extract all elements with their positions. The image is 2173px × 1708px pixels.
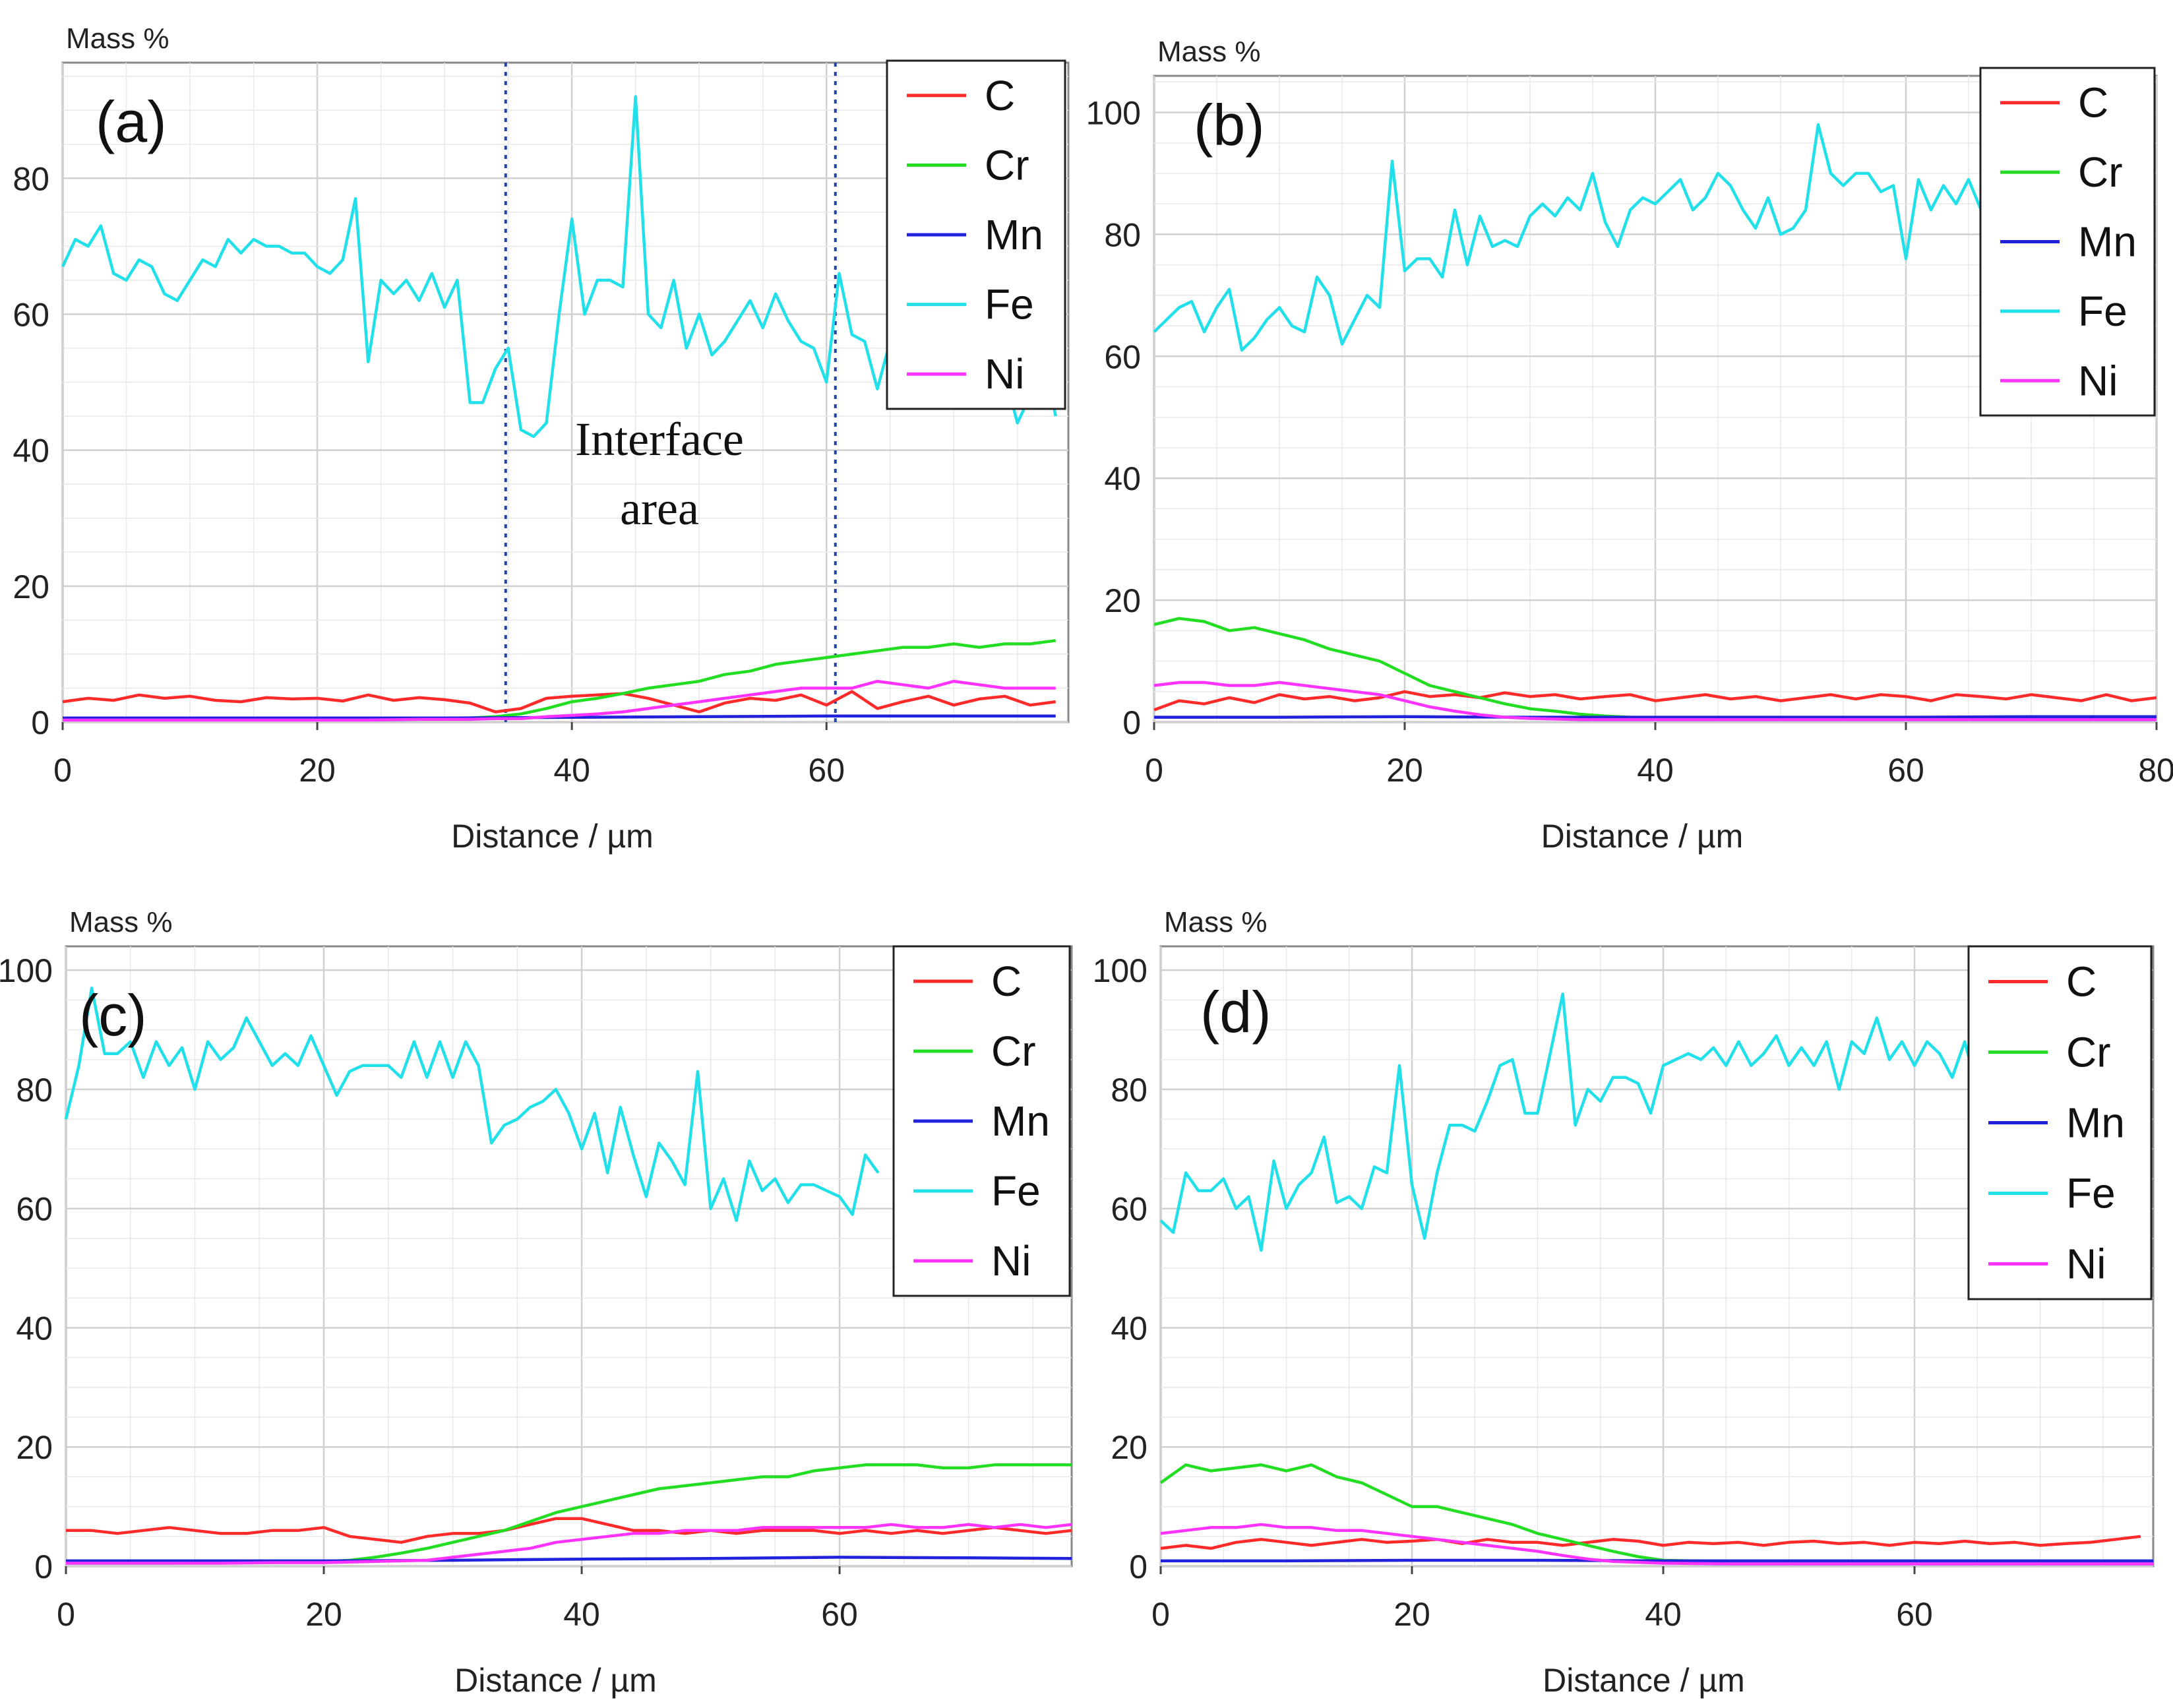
x-tick-label: 0 — [1151, 1596, 1170, 1633]
x-tick-label: 20 — [305, 1596, 342, 1633]
y-tick-label: 80 — [1104, 216, 1141, 253]
x-tick-label: 60 — [808, 752, 845, 789]
y-tick-label: 100 — [0, 952, 53, 989]
legend-label: Cr — [2078, 148, 2123, 196]
series-line-ni — [63, 679, 1056, 722]
y-tick-label: 20 — [1104, 582, 1141, 619]
y-tick-label: 100 — [1086, 94, 1141, 131]
y-tick-label: 40 — [13, 433, 49, 470]
x-axis-title: Distance / µm — [1543, 1662, 1745, 1699]
y-tick-label: 0 — [1122, 704, 1141, 741]
y-axis-title: Mass % — [1164, 906, 1267, 938]
legend-label: Cr — [991, 1027, 1036, 1075]
y-tick-label: 60 — [1104, 338, 1141, 375]
legend-label: Ni — [2066, 1240, 2106, 1288]
y-tick-label: 40 — [16, 1310, 53, 1347]
legend-label: Fe — [991, 1167, 1041, 1215]
y-tick-label: 40 — [1104, 460, 1141, 497]
legend: C Cr Mn Fe Ni — [1967, 945, 2153, 1300]
x-tick-label: 20 — [1386, 752, 1423, 789]
x-tick-label: 40 — [563, 1596, 600, 1633]
series-line-mn — [1161, 1558, 2153, 1563]
x-tick-label: 60 — [1887, 752, 1924, 789]
legend-label: C — [2066, 958, 2096, 1006]
legend-label: C — [985, 72, 1015, 119]
y-tick-label: 60 — [1111, 1191, 1148, 1228]
interface-area-annotation: Interface — [575, 413, 744, 466]
panel-label: (a) — [96, 89, 167, 154]
x-tick-label: 0 — [57, 1596, 75, 1633]
y-tick-label: 60 — [13, 296, 49, 333]
legend: C Cr Mn Fe Ni — [886, 59, 1066, 410]
series-line-ni — [66, 1523, 1072, 1565]
panel-label: (c) — [79, 983, 147, 1048]
legend-label: Cr — [985, 141, 1029, 189]
series-line-fe — [1153, 123, 2021, 352]
x-axis-title: Distance / µm — [1541, 818, 1744, 855]
x-tick-label: 0 — [53, 752, 72, 789]
legend-label: Mn — [985, 211, 1043, 259]
y-tick-label: 0 — [1129, 1548, 1148, 1585]
legend: C Cr Mn Fe Ni — [1979, 67, 2156, 417]
y-axis-title: Mass % — [66, 22, 169, 55]
y-tick-label: 80 — [1111, 1072, 1148, 1109]
panel-label: (d) — [1200, 979, 1271, 1045]
y-tick-label: 0 — [31, 704, 49, 741]
legend-label: Fe — [2066, 1170, 2116, 1217]
legend-label: C — [2078, 79, 2108, 127]
y-axis-title: Mass % — [1157, 36, 1260, 68]
y-tick-label: 20 — [13, 568, 49, 605]
series-line-ni — [1153, 681, 2157, 721]
x-tick-label: 40 — [1645, 1596, 1682, 1633]
series-line-ni — [1160, 1523, 2153, 1566]
y-tick-label: 20 — [1111, 1429, 1148, 1466]
series-line-c — [66, 1517, 1072, 1544]
interface-area-annotation: area — [620, 482, 699, 535]
y-axis-title: Mass % — [69, 906, 172, 938]
legend-label: Ni — [2078, 357, 2118, 404]
y-tick-label: 40 — [1111, 1310, 1148, 1347]
x-tick-label: 60 — [821, 1596, 858, 1633]
x-tick-label: 40 — [553, 752, 590, 789]
y-tick-label: 80 — [16, 1072, 53, 1109]
x-tick-label: 0 — [1145, 752, 1163, 789]
legend-label: Fe — [2078, 288, 2127, 335]
series-line-c — [1160, 1535, 2141, 1550]
legend-label: Fe — [985, 281, 1034, 328]
panel-label: (b) — [1194, 92, 1265, 158]
x-tick-label: 20 — [1393, 1596, 1430, 1633]
legend-label: Ni — [991, 1237, 1031, 1285]
x-axis-title: Distance / µm — [451, 818, 654, 855]
y-tick-label: 100 — [1093, 952, 1148, 989]
legend-label: C — [991, 958, 1022, 1005]
chart-panel-1: 0 20 40 60 0 20 40 60 80 Mass % Distance / µm Inter… — [13, 22, 1070, 855]
series-line-mn — [63, 714, 1056, 720]
x-tick-label: 60 — [1896, 1596, 1933, 1633]
legend-label: Cr — [2066, 1029, 2111, 1076]
legend: C Cr Mn Fe Ni — [892, 945, 1071, 1297]
legend-label: Mn — [2066, 1099, 2125, 1147]
series-line-mn — [66, 1556, 1072, 1563]
legend-label: Mn — [991, 1097, 1050, 1145]
y-tick-label: 20 — [16, 1429, 53, 1466]
series-line-c — [1153, 690, 2157, 712]
chart-panel-2: 0 20 40 60 80 0 20 40 60 80 100 Mass % Distance / µm… — [1086, 36, 2173, 855]
series-line-fe — [1159, 992, 1992, 1252]
y-tick-label: 60 — [16, 1191, 53, 1228]
x-axis-title: Distance / µm — [454, 1662, 657, 1699]
series-line-c — [62, 690, 1056, 714]
series-line-fe — [64, 987, 880, 1223]
x-tick-label: 40 — [1637, 752, 1674, 789]
x-tick-label: 20 — [299, 752, 336, 789]
y-tick-label: 80 — [13, 160, 49, 197]
legend-label: Ni — [985, 350, 1024, 398]
chart-panel-4: 0 20 40 60 0 20 40 60 80 100 Mass % Distance / µm (d… — [1093, 906, 2155, 1699]
chart-panel-3: 0 20 40 60 0 20 40 60 80 100 Mass % Distance / µm (c… — [0, 906, 1073, 1699]
legend-label: Mn — [2078, 218, 2137, 266]
y-tick-label: 0 — [34, 1548, 53, 1585]
x-tick-label: 80 — [2138, 752, 2173, 789]
